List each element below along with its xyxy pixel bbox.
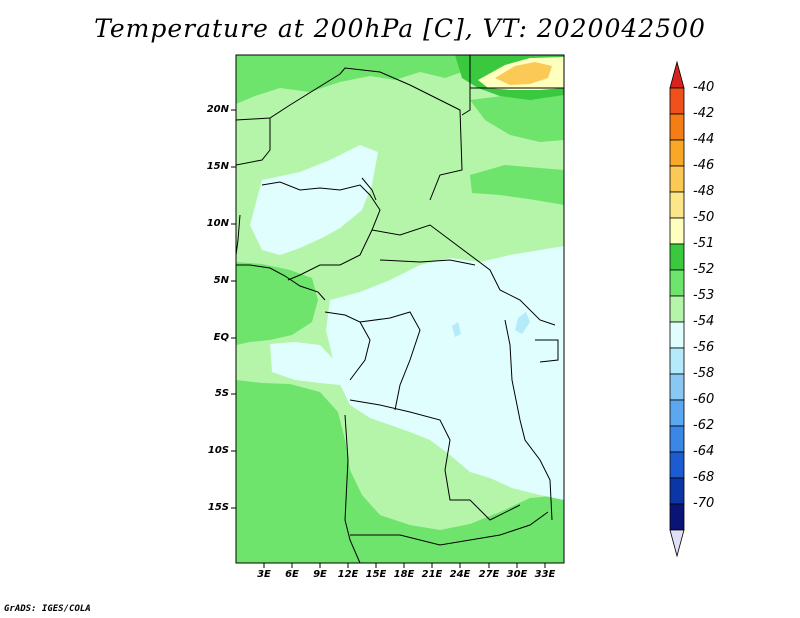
- colorbar-segment: [669, 139, 685, 167]
- colorbar-segment: [669, 373, 685, 401]
- colorbar-bottom-arrow: [669, 529, 685, 558]
- colorbar-segment: [669, 321, 685, 349]
- colorbar: [669, 60, 685, 558]
- y-label-5n: 5N: [213, 275, 229, 286]
- warm-region-west: [236, 262, 318, 345]
- warm-region-east: [470, 165, 564, 205]
- colorbar-top-arrow: [669, 60, 685, 89]
- colorbar-label: -48: [693, 184, 715, 199]
- colorbar-label: -50: [693, 210, 715, 225]
- colorbar-segment: [669, 243, 685, 271]
- colorbar-segment: [669, 295, 685, 323]
- y-axis-ticks: [231, 109, 236, 509]
- x-label-21e: 21E: [421, 569, 443, 580]
- colorbar-segment: [669, 451, 685, 479]
- colorbar-label: -44: [693, 132, 715, 147]
- y-label-15s: 15S: [207, 502, 229, 513]
- x-label-6e: 6E: [285, 569, 299, 580]
- map-frame: [235, 54, 565, 564]
- y-label-5s: 5S: [214, 388, 229, 399]
- x-label-3e: 3E: [257, 569, 271, 580]
- y-label-10n: 10N: [206, 218, 229, 229]
- credit-text: GrADS: IGES/COLA: [4, 604, 91, 614]
- warm-region-southwest: [236, 380, 564, 563]
- warm-spot-orange: [495, 62, 552, 85]
- colorbar-label: -58: [693, 366, 715, 381]
- chart-title: Temperature at 200hPa [C], VT: 202004250…: [94, 14, 706, 43]
- cold-region-central: [250, 145, 564, 500]
- cold-region-west: [270, 342, 340, 385]
- x-label-24e: 24E: [449, 569, 471, 580]
- x-label-18e: 18E: [393, 569, 415, 580]
- y-label-15n: 15N: [206, 161, 229, 172]
- colorbar-label: -70: [693, 496, 715, 511]
- colorbar-label: -60: [693, 392, 715, 407]
- colorbar-segment: [669, 217, 685, 245]
- x-label-9e: 9E: [313, 569, 327, 580]
- warm-region-northeast: [470, 90, 564, 142]
- colorbar-label: -62: [693, 418, 715, 433]
- y-label-eq: EQ: [213, 332, 229, 343]
- x-label-12e: 12E: [337, 569, 359, 580]
- y-label-20n: 20N: [206, 104, 229, 115]
- x-label-33e: 33E: [534, 569, 556, 580]
- colorbar-segment: [669, 347, 685, 375]
- coastlines-borders: [236, 55, 564, 563]
- colorbar-label: -56: [693, 340, 715, 355]
- colorbar-label: -51: [693, 236, 715, 251]
- colorbar-label: -46: [693, 158, 715, 173]
- colorbar-segment: [669, 477, 685, 505]
- colorbar-label: -54: [693, 314, 715, 329]
- colorbar-segment: [669, 399, 685, 427]
- colorbar-label: -40: [693, 80, 715, 95]
- colorbar-label: -42: [693, 106, 715, 121]
- cold-patch-lake: [515, 312, 530, 334]
- warm-region-north: [236, 55, 470, 104]
- colorbar-segment: [669, 269, 685, 297]
- x-axis-ticks: [263, 563, 546, 568]
- colorbar-segment: [669, 425, 685, 453]
- colorbar-label: -68: [693, 470, 715, 485]
- colorbar-segment: [669, 191, 685, 219]
- colorbar-segment: [669, 503, 685, 531]
- colorbar-segment: [669, 87, 685, 115]
- cold-patch-center: [452, 322, 461, 337]
- colorbar-segment: [669, 165, 685, 193]
- colorbar-label: -64: [693, 444, 715, 459]
- colorbar-label: -53: [693, 288, 715, 303]
- y-label-10s: 10S: [207, 445, 229, 456]
- colorbar-label: -52: [693, 262, 715, 277]
- x-label-27e: 27E: [478, 569, 500, 580]
- x-label-15e: 15E: [365, 569, 387, 580]
- colorbar-segment: [669, 113, 685, 141]
- x-label-30e: 30E: [506, 569, 528, 580]
